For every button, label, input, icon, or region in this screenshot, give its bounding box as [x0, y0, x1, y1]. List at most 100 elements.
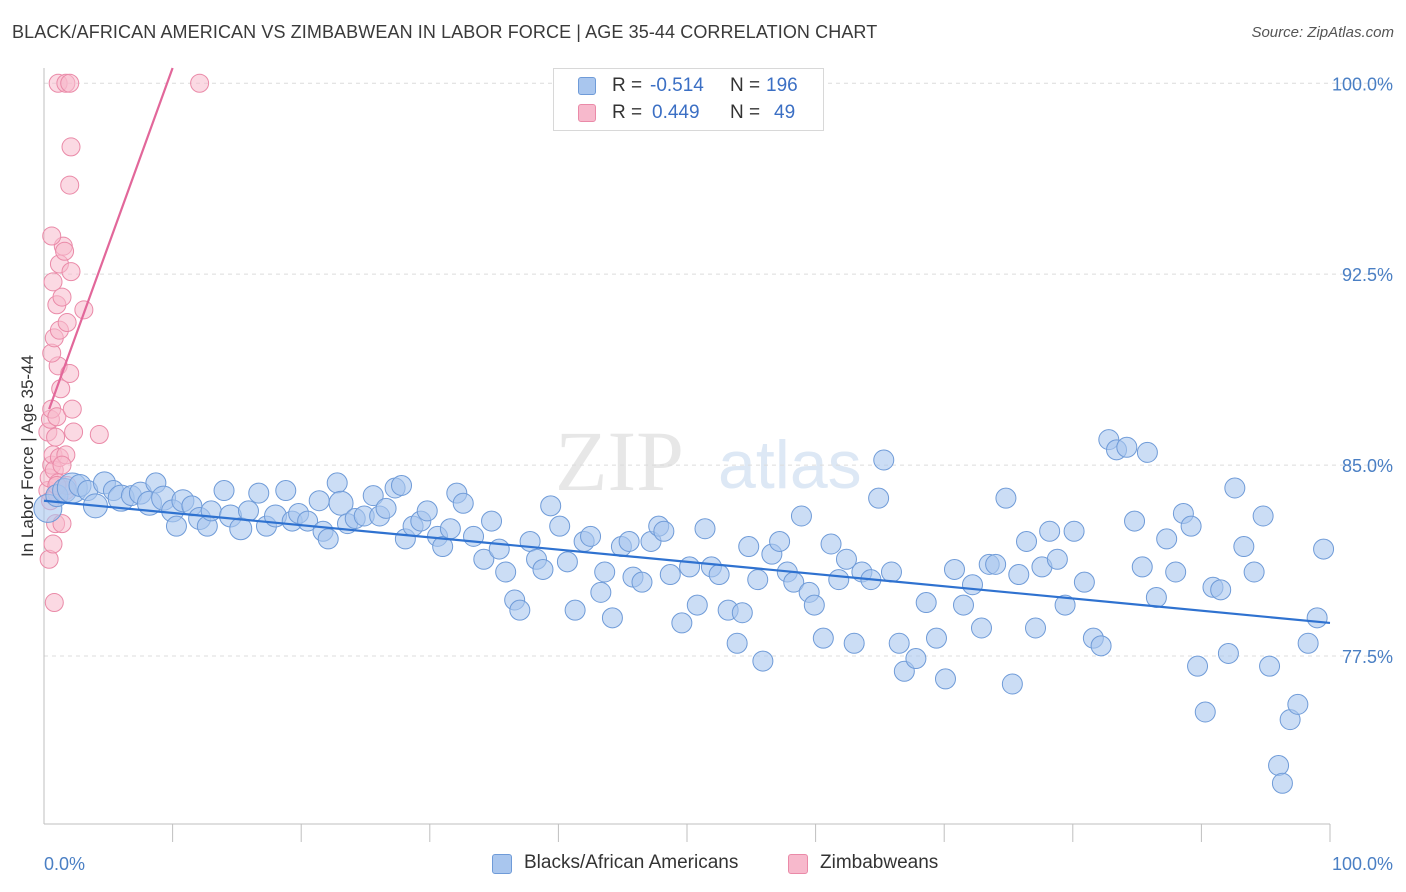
blacks-point — [1025, 617, 1047, 639]
zimbabweans-point — [52, 287, 72, 307]
blacks-point — [463, 525, 485, 547]
n-value: 196 — [766, 75, 798, 96]
blacks-point — [432, 536, 454, 558]
blacks-point — [812, 627, 834, 649]
blacks-point — [747, 569, 769, 591]
zimbabweans-point — [60, 363, 80, 383]
blacks-point — [237, 500, 259, 522]
y-tick-label: 77.5% — [1342, 647, 1393, 667]
blacks-point — [165, 515, 187, 537]
blacks-point — [1145, 586, 1167, 608]
blacks-point — [328, 490, 354, 516]
blacks-point — [488, 538, 510, 560]
blacks-point — [659, 564, 681, 586]
blacks-point — [915, 592, 937, 614]
blacks-point — [1297, 632, 1319, 654]
blacks-point — [828, 569, 850, 591]
blacks-point — [985, 553, 1007, 575]
blacks-point — [961, 574, 983, 596]
blacks-point — [679, 556, 701, 578]
x-tick-label-min: 0.0% — [44, 854, 85, 874]
n-label: N = — [730, 75, 761, 96]
blacks-point — [694, 518, 716, 540]
zimbabweans-point — [55, 241, 75, 261]
blacks-point — [1136, 441, 1158, 463]
blacks-point — [1156, 528, 1178, 550]
blacks-point — [970, 617, 992, 639]
blacks-point — [631, 571, 653, 593]
n-value: 49 — [774, 102, 796, 123]
blacks-point — [1039, 520, 1061, 542]
blacks-point — [439, 518, 461, 540]
blacks-point — [943, 558, 965, 580]
blacks-point — [1313, 538, 1335, 560]
blacks-point — [880, 561, 902, 583]
y-tick-label: 85.0% — [1342, 456, 1393, 476]
legend-label-blacks: Blacks/African Americans — [524, 852, 739, 873]
blacks-point — [868, 487, 890, 509]
source-credit: Source: ZipAtlas.com — [1251, 24, 1394, 41]
zimbabweans-point — [47, 407, 67, 427]
blacks-point — [564, 599, 586, 621]
blacks-point — [769, 530, 791, 552]
legend-label-zimbabweans: Zimbabweans — [820, 852, 939, 873]
zimbabweans-trend-line — [48, 67, 174, 410]
blacks-point — [888, 632, 910, 654]
y-tick-labels: 77.5% 85.0% 92.5% 100.0% — [1332, 74, 1393, 667]
blacks-point — [1224, 477, 1246, 499]
blacks-point — [391, 474, 413, 496]
blacks-point — [1210, 579, 1232, 601]
blacks-point — [1116, 436, 1138, 458]
blacks-point — [653, 520, 675, 542]
blacks-point — [1217, 642, 1239, 664]
zimbabweans-point — [60, 175, 80, 195]
r-label: R = — [612, 75, 643, 96]
trend-lines — [43, 67, 1331, 625]
blacks-point — [843, 632, 865, 654]
blacks-point — [934, 668, 956, 690]
blacks-point — [248, 482, 270, 504]
blacks-point — [820, 533, 842, 555]
blacks-point — [803, 594, 825, 616]
blacks-point — [835, 548, 857, 570]
blacks-point — [580, 525, 602, 547]
blacks-point — [905, 648, 927, 670]
blacks-point — [1063, 520, 1085, 542]
blacks-point — [1054, 594, 1076, 616]
blacks-point — [1187, 655, 1209, 677]
zimbabweans-point — [52, 455, 72, 475]
blacks-point — [549, 515, 571, 537]
blacks-point — [671, 612, 693, 634]
blacks-point — [532, 558, 554, 580]
zimbabweans-point — [61, 262, 81, 282]
blacks-point — [925, 627, 947, 649]
blacks-point — [1046, 548, 1068, 570]
blacks-point — [1001, 673, 1023, 695]
x-tick-marks — [172, 824, 1331, 842]
blacks-point — [1233, 536, 1255, 558]
blacks-point — [540, 495, 562, 517]
blacks-point — [317, 528, 339, 550]
blacks-point — [1306, 607, 1328, 629]
blacks-point — [509, 599, 531, 621]
y-tick-label: 100.0% — [1332, 74, 1393, 94]
zimbabweans-point — [60, 73, 80, 93]
zimbabweans-point — [44, 593, 64, 613]
blacks-point — [726, 632, 748, 654]
blacks-point — [1252, 505, 1274, 527]
blacks-point — [752, 650, 774, 672]
legend-swatch-blue — [492, 854, 512, 874]
blacks-point — [1180, 515, 1202, 537]
blacks-point — [473, 548, 495, 570]
stats-box: R = -0.514 N = 196 R = 0.449 N = 49 — [553, 68, 824, 131]
watermark-zip: ZIP — [555, 413, 684, 509]
chart-title: BLACK/AFRICAN AMERICAN VS ZIMBABWEAN IN … — [12, 22, 878, 42]
blacks-point — [1287, 693, 1309, 715]
blacks-point — [495, 561, 517, 583]
pink-swatch — [578, 104, 596, 122]
blacks-trend-line — [43, 499, 1331, 625]
blacks-point — [686, 594, 708, 616]
n-label: N = — [730, 102, 761, 123]
zimbabweans-point — [42, 226, 62, 246]
r-label: R = — [612, 102, 643, 123]
